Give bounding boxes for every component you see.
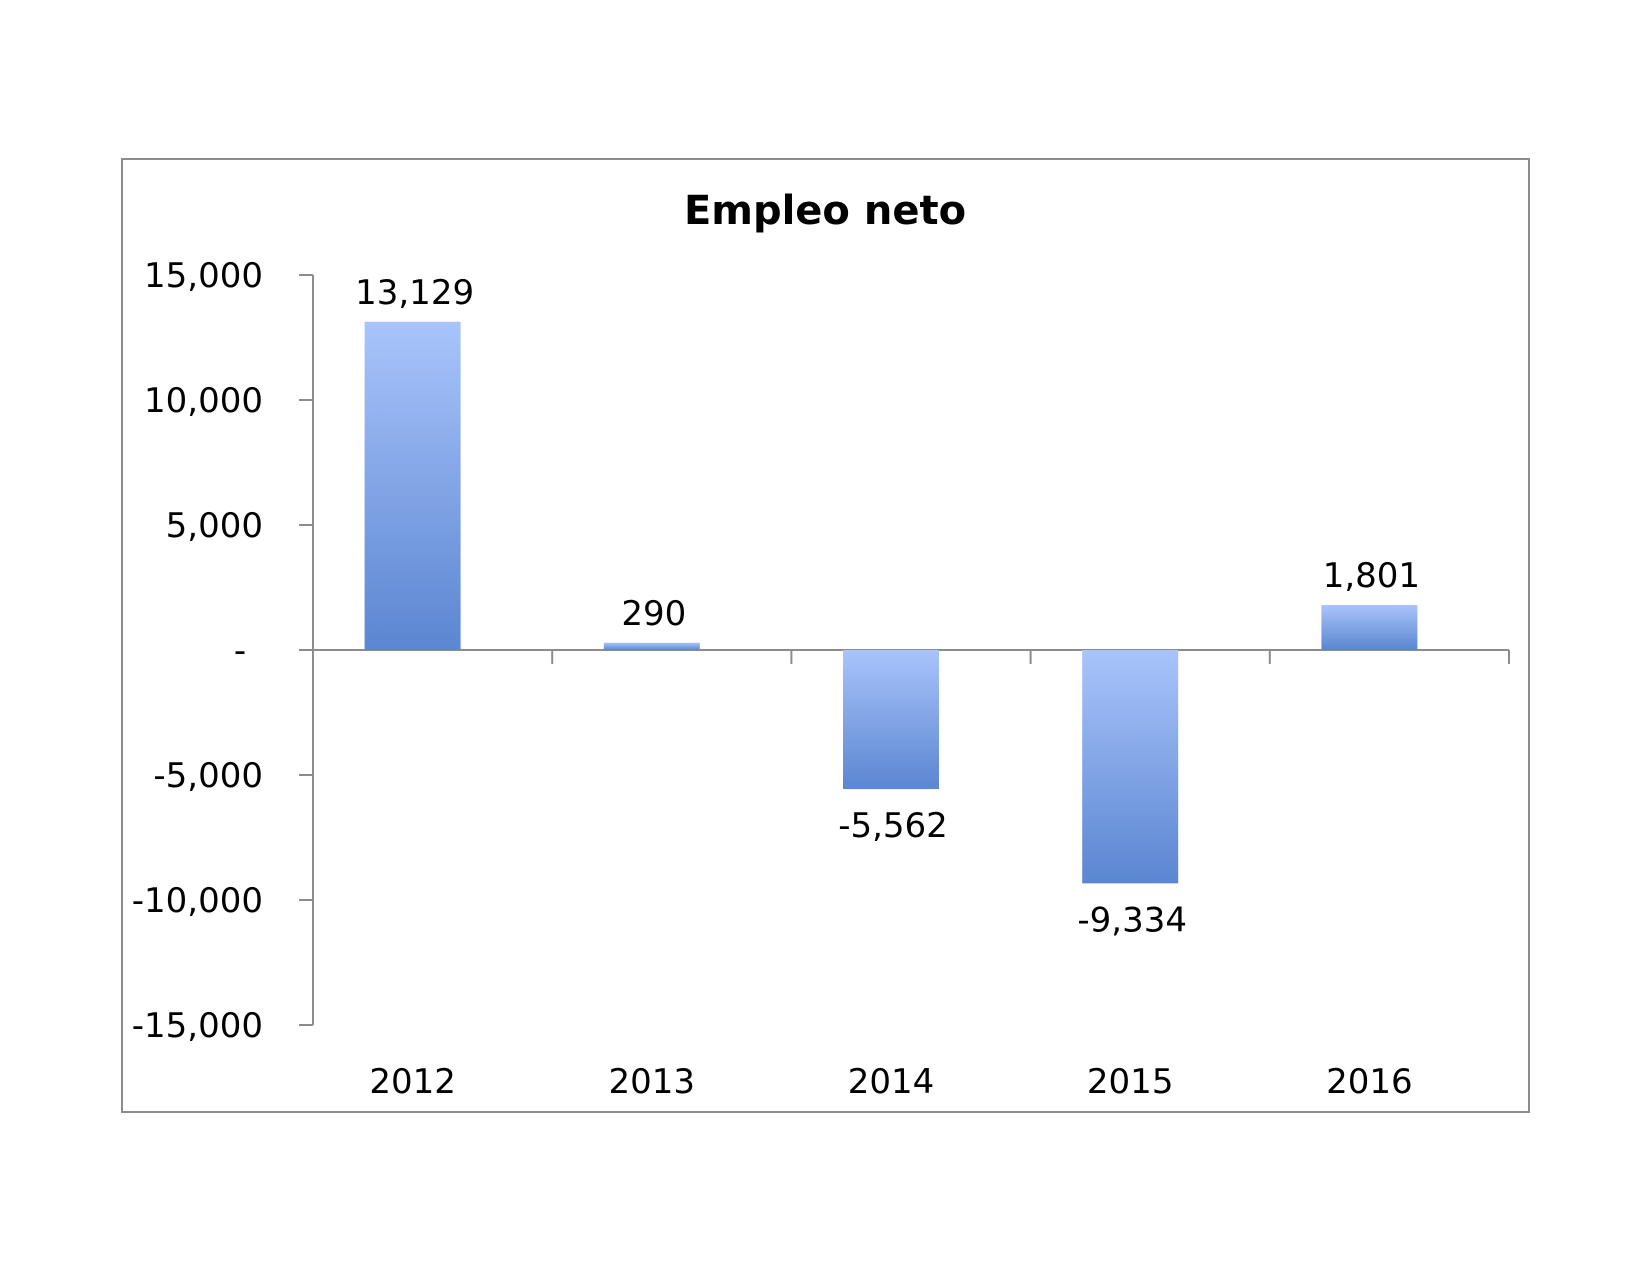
data-label-2012: 13,129 [355, 273, 474, 313]
bar-2014 [843, 650, 939, 790]
bars [364, 321, 1418, 884]
x-tick-label: 2015 [1087, 1062, 1174, 1102]
y-tick-label: -10,000 [132, 881, 263, 921]
chart-title: Empleo neto [684, 188, 966, 234]
y-tick-label: 5,000 [166, 506, 263, 546]
chart-frame [121, 158, 1530, 1113]
bar-2013 [603, 642, 700, 650]
bar-2012 [364, 321, 461, 650]
bar-2015 [1082, 650, 1179, 884]
y-tick-label: -5,000 [153, 756, 263, 796]
y-tick-label: -15,000 [132, 1006, 263, 1046]
y-tick-label: 15,000 [144, 256, 263, 296]
x-tick-label: 2016 [1326, 1062, 1413, 1102]
x-tick-label: 2012 [369, 1062, 456, 1102]
x-tick-label: 2013 [609, 1062, 696, 1102]
y-tick-label: 10,000 [144, 381, 263, 421]
data-label-2015: -9,334 [1077, 900, 1187, 940]
y-axis: 15,000 10,000 5,000 - -5,000 -10,000 -15,000 [132, 256, 314, 1046]
y-tick-label: - [234, 631, 246, 671]
bar-2016 [1321, 604, 1418, 650]
data-label-2014: -5,562 [838, 806, 948, 846]
data-label-2016: 1,801 [1323, 556, 1420, 596]
data-labels: 13,129 290 -5,562 -9,334 1,801 [355, 273, 1420, 941]
x-tick-label: 2014 [848, 1062, 935, 1102]
data-label-2013: 290 [621, 594, 686, 634]
